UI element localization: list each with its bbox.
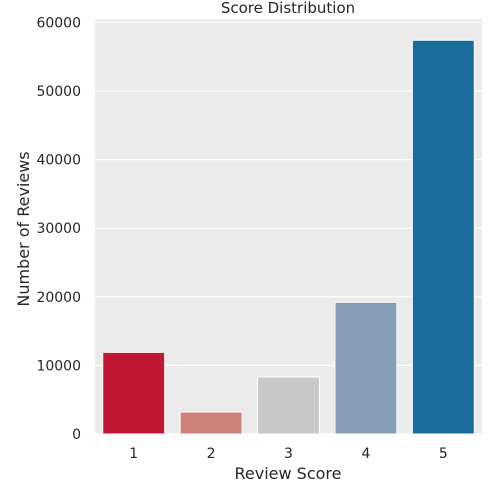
y-tick-label: 60000 <box>36 15 81 31</box>
bar-2 <box>179 411 243 435</box>
y-tick-label: 10000 <box>36 358 81 374</box>
x-tick-label: 3 <box>284 446 293 462</box>
x-tick-label: 1 <box>129 446 138 462</box>
bar-1 <box>102 351 166 435</box>
y-tick-label: 30000 <box>36 221 81 237</box>
x-tick-label: 2 <box>207 446 216 462</box>
x-ticks: 1 2 3 4 5 <box>129 446 448 462</box>
bar-4 <box>334 301 398 435</box>
y-tick-label: 40000 <box>36 153 81 169</box>
y-tick-label: 50000 <box>36 84 81 100</box>
chart-title: Score Distribution <box>221 0 355 17</box>
y-axis-label: Number of Reviews <box>14 151 33 306</box>
bar-5 <box>411 39 475 435</box>
bars <box>102 39 475 435</box>
bar-3 <box>257 376 320 435</box>
x-tick-label: 5 <box>439 446 448 462</box>
y-ticks: 0 10000 20000 30000 40000 50000 60000 <box>36 15 81 443</box>
x-axis-label: Review Score <box>235 464 342 483</box>
x-tick-label: 4 <box>361 446 370 462</box>
y-tick-label: 0 <box>72 427 81 443</box>
y-tick-label: 20000 <box>36 290 81 306</box>
